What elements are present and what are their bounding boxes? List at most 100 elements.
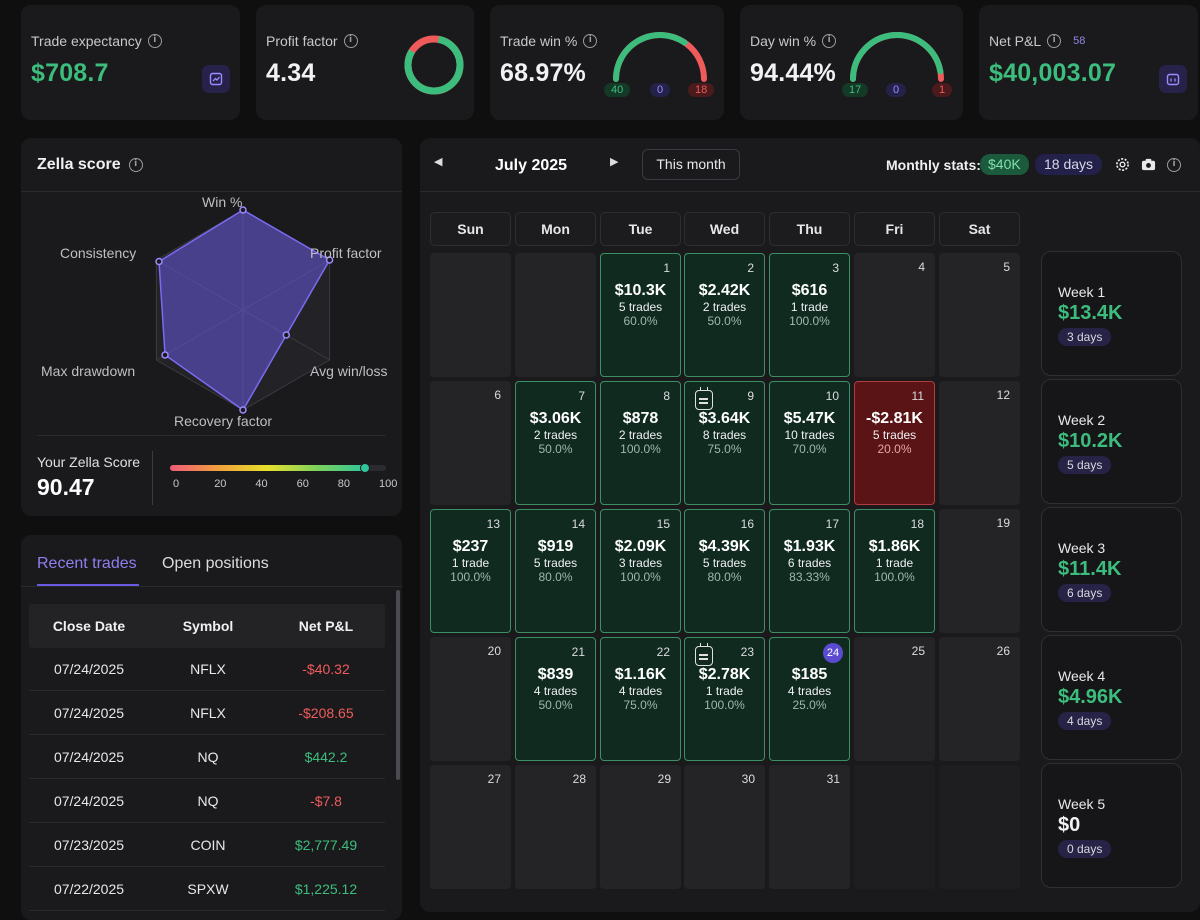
calendar-day-empty[interactable] [430, 253, 511, 377]
calendar-day-27[interactable]: 27 [430, 765, 511, 889]
day-pnl: $1.86K [868, 538, 921, 555]
table-row[interactable]: 07/23/2025 COIN $2,777.49 [29, 824, 385, 867]
scrollbar[interactable] [396, 590, 400, 780]
tab-open-positions[interactable]: Open positions [162, 555, 269, 572]
calendar-day-6[interactable]: 6 [430, 381, 511, 505]
day-number: 20 [487, 644, 501, 658]
calendar-day-8[interactable]: 8 $878 2 trades 100.0% [600, 381, 681, 505]
table-row[interactable]: 07/24/2025 NQ $442.2 [29, 736, 385, 779]
week-days-badge: 3 days [1058, 328, 1112, 346]
week-pnl: $13.4K [1058, 302, 1123, 324]
day-number: 17 [825, 517, 839, 531]
weekday-wed: Wed [684, 212, 765, 246]
radar-point [282, 331, 291, 339]
calendar-day-15[interactable]: 15 $2.09K 3 trades 100.0% [600, 509, 681, 633]
calendar-day-29[interactable]: 29 [600, 765, 681, 889]
journal-note-icon[interactable] [695, 643, 713, 666]
day-pnl: $10.3K [614, 282, 667, 299]
calendar-day-11[interactable]: 11 -$2.81K 5 trades 20.0% [854, 381, 935, 505]
journal-note-icon[interactable] [695, 387, 713, 410]
calendar-day-19[interactable]: 19 [939, 509, 1020, 633]
stat-card-profit-factor: Profit factor i 4.34 [256, 5, 474, 120]
calendar-day-25[interactable]: 25 [854, 637, 935, 761]
calendar-day-28[interactable]: 28 [515, 765, 596, 889]
calendar-icon[interactable] [1159, 65, 1187, 93]
day-win-gauge [850, 32, 944, 82]
info-icon[interactable]: i [128, 158, 143, 172]
info-icon[interactable]: i [822, 34, 837, 48]
day-trade-count: 1 trade [790, 300, 829, 314]
info-icon[interactable]: i [147, 34, 162, 48]
info-icon[interactable]: i [343, 34, 358, 48]
next-month-button[interactable]: ▶ [610, 156, 619, 168]
day-trade-count: 1 trade [705, 684, 744, 698]
day-win-rate: 80.0% [538, 570, 573, 584]
week-summary-4: Week 4 $4.96K 4 days [1041, 635, 1182, 760]
calendar-day-31[interactable]: 31 [769, 765, 850, 889]
calendar-day-30[interactable]: 30 [684, 765, 765, 889]
calendar-day-26[interactable]: 26 [939, 637, 1020, 761]
column-header-close-date[interactable]: Close Date [52, 618, 126, 634]
day-number: 30 [741, 772, 755, 786]
settings-icon[interactable] [1115, 157, 1130, 172]
calendar-day-20[interactable]: 20 [430, 637, 511, 761]
calendar-day-9[interactable]: 9 $3.64K 8 trades 75.0% [684, 381, 765, 505]
week-summary-2: Week 2 $10.2K 5 days [1041, 379, 1182, 504]
tab-recent-trades[interactable]: Recent trades [37, 555, 137, 572]
day-number: 14 [571, 517, 585, 531]
calendar-day-4[interactable]: 4 [854, 253, 935, 377]
stat-value: $708.7 [31, 59, 109, 87]
column-header-symbol[interactable]: Symbol [182, 618, 234, 634]
week-days-badge: 6 days [1058, 584, 1112, 602]
calendar-day-empty[interactable] [854, 765, 935, 889]
close-date-cell: 07/24/2025 [53, 793, 125, 809]
table-row[interactable]: 07/24/2025 NFLX -$40.32 [29, 648, 385, 691]
calendar-day-13[interactable]: 13 $237 1 trade 100.0% [430, 509, 511, 633]
radar-label-profit-factor: Profit factor [310, 245, 382, 261]
calendar-day-empty[interactable] [515, 253, 596, 377]
monthly-days-badge: 18 days [1035, 154, 1103, 175]
calendar-day-24[interactable]: 24 $185 4 trades 25.0% [769, 637, 850, 761]
calendar-card: ◀ July 2025 ▶ This month Monthly stats: … [420, 138, 1200, 912]
divider [21, 586, 402, 587]
calendar-day-21[interactable]: 21 $839 4 trades 50.0% [515, 637, 596, 761]
info-icon[interactable]: i [583, 34, 598, 48]
stat-card-trade-win: Trade win % i 68.97% 40 0 18 [490, 5, 724, 120]
table-row[interactable]: 07/24/2025 NFLX -$208.65 [29, 692, 385, 735]
info-icon[interactable]: i [1167, 158, 1181, 172]
stat-label: Trade expectancy i [31, 33, 162, 49]
calendar-day-3[interactable]: 3 $616 1 trade 100.0% [769, 253, 850, 377]
this-month-button[interactable]: This month [642, 149, 740, 180]
weekday-sat: Sat [939, 212, 1020, 246]
stat-value: 4.34 [266, 59, 316, 87]
prev-month-button[interactable]: ◀ [434, 156, 443, 168]
day-win-rate: 80.0% [707, 570, 742, 584]
calendar-day-22[interactable]: 22 $1.16K 4 trades 75.0% [600, 637, 681, 761]
calendar-day-18[interactable]: 18 $1.86K 1 trade 100.0% [854, 509, 935, 633]
day-trade-count: 5 trades [872, 428, 917, 442]
calendar-day-14[interactable]: 14 $919 5 trades 80.0% [515, 509, 596, 633]
calendar-day-10[interactable]: 10 $5.47K 10 trades 70.0% [769, 381, 850, 505]
score-ticks: 0 20 40 60 80 100 [170, 478, 397, 492]
calendar-day-1[interactable]: 1 $10.3K 5 trades 60.0% [600, 253, 681, 377]
calendar-day-23[interactable]: 23 $2.78K 1 trade 100.0% [684, 637, 765, 761]
calendar-day-12[interactable]: 12 [939, 381, 1020, 505]
day-pnl: $185 [791, 666, 828, 683]
day-trade-count: 2 trades [533, 428, 578, 442]
info-icon[interactable]: i [1047, 34, 1062, 48]
day-number: 12 [996, 388, 1010, 402]
table-row[interactable]: 07/22/2025 SPXW $1,225.12 [29, 868, 385, 911]
chart-icon[interactable] [202, 65, 230, 93]
column-header-net-pnl[interactable]: Net P&L [298, 618, 354, 634]
calendar-day-5[interactable]: 5 [939, 253, 1020, 377]
week-summary-5: Week 5 $0 0 days [1041, 763, 1182, 888]
radar-label-win: Win % [202, 194, 243, 210]
camera-icon[interactable] [1141, 157, 1156, 172]
calendar-day-17[interactable]: 17 $1.93K 6 trades 83.33% [769, 509, 850, 633]
calendar-day-empty[interactable] [939, 765, 1020, 889]
table-row[interactable]: 07/24/2025 NQ -$7.8 [29, 780, 385, 823]
calendar-day-7[interactable]: 7 $3.06K 2 trades 50.0% [515, 381, 596, 505]
calendar-day-2[interactable]: 2 $2.42K 2 trades 50.0% [684, 253, 765, 377]
monthly-stats-label: Monthly stats: [886, 157, 981, 173]
calendar-day-16[interactable]: 16 $4.39K 5 trades 80.0% [684, 509, 765, 633]
